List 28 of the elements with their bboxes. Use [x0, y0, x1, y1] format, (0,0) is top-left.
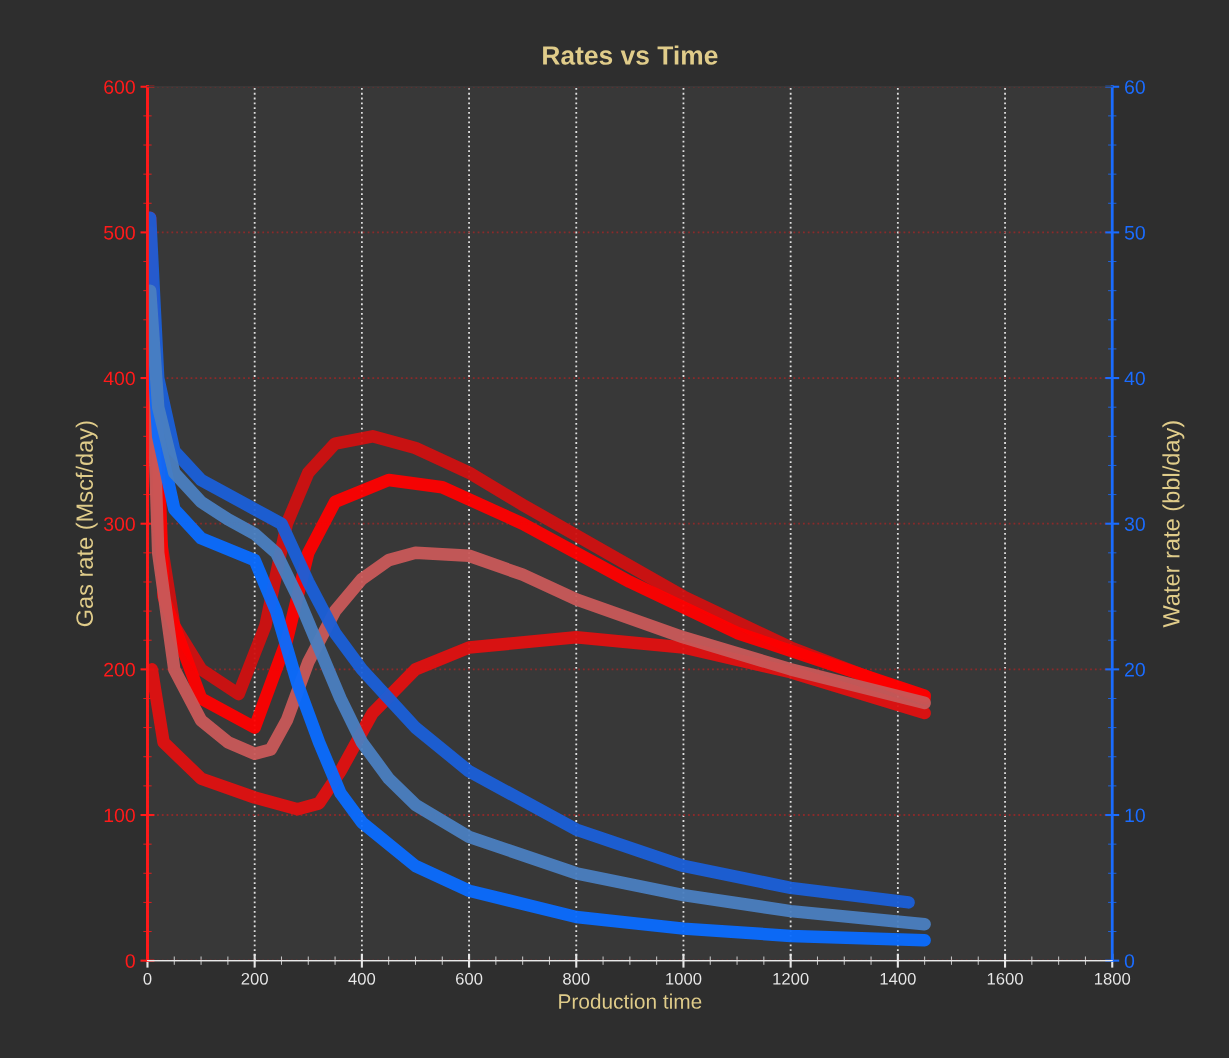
x-tick-label: 800 — [563, 972, 590, 985]
y-tick-label: 600 — [104, 80, 135, 94]
x-tick-label: 600 — [456, 972, 483, 985]
y2-tick-label: 60 — [1125, 80, 1145, 94]
x-tick-label: 0 — [143, 972, 152, 985]
x-tick-label: 1400 — [880, 972, 916, 985]
x-tick-label: 1200 — [773, 972, 809, 985]
y-tick-label: 0 — [125, 954, 135, 968]
y-tick-label: 500 — [104, 225, 135, 240]
y-tick-label: 400 — [103, 371, 135, 386]
x-tick-label: 200 — [241, 972, 268, 985]
y-tick-label: 300 — [103, 517, 135, 531]
y-tick-label: 100 — [104, 808, 135, 823]
y2-axis-title: Water rate (bbl/day) — [1162, 421, 1185, 628]
x-axis-title: Production time — [559, 993, 702, 1009]
y2-tick-label: 20 — [1125, 662, 1145, 677]
chart-title: Rates vs Time — [543, 45, 718, 65]
y2-tick-label: 0 — [1124, 954, 1135, 968]
y-tick-label: 200 — [104, 662, 135, 677]
x-tick-label: 1600 — [987, 972, 1023, 985]
y2-tick-label: 50 — [1124, 225, 1145, 240]
y2-tick-label: 30 — [1124, 517, 1145, 531]
x-tick-label: 400 — [348, 972, 376, 985]
y-axis-title: Gas rate (Mscf/day) — [75, 421, 98, 627]
x-tick-label: 1800 — [1094, 972, 1131, 985]
x-tick-label: 1000 — [666, 972, 702, 985]
y2-tick-label: 10 — [1125, 808, 1145, 823]
y2-tick-label: 40 — [1124, 371, 1145, 386]
